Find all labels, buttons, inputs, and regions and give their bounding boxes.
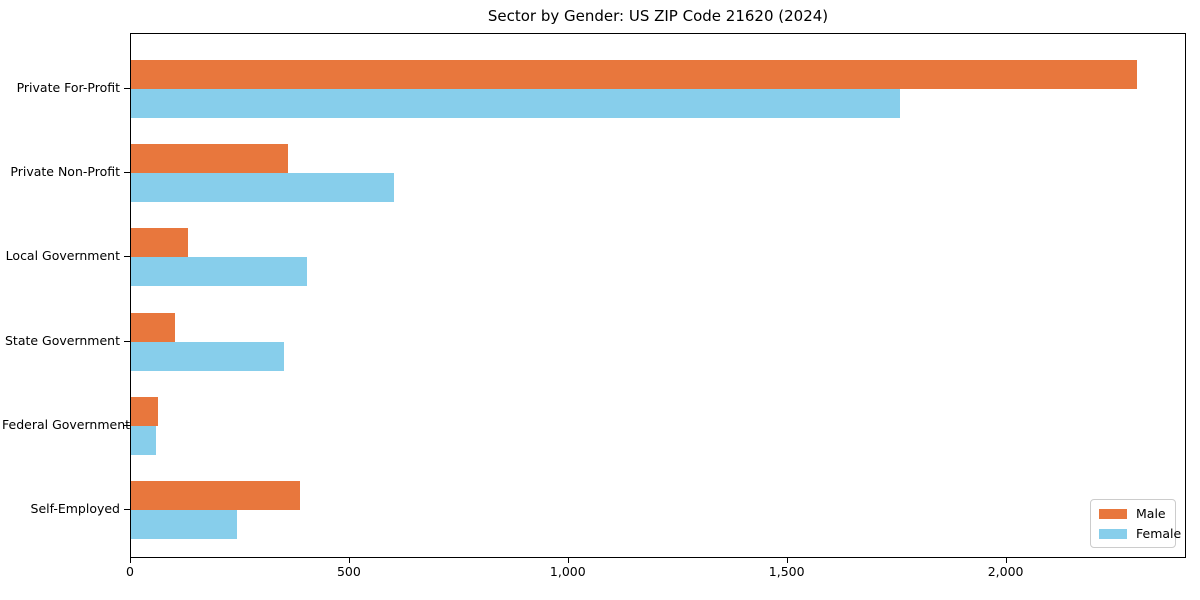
bar-female-1	[131, 89, 900, 118]
x-axis-tick	[1005, 558, 1007, 563]
legend-label-male: Male	[1136, 506, 1166, 521]
plot-area: Male Female	[130, 33, 1186, 558]
y-axis-tick	[124, 256, 130, 258]
bar-female-5	[131, 425, 156, 455]
legend: Male Female	[1090, 499, 1181, 548]
bar-male-6	[131, 481, 300, 510]
bar-male-1	[131, 60, 1137, 89]
bar-female-6	[131, 510, 237, 539]
x-tick-label: 1,000	[549, 564, 586, 579]
category-label: Private For-Profit	[16, 80, 120, 95]
male-swatch-icon	[1099, 508, 1127, 519]
x-tick-label: 2,000	[987, 564, 1024, 579]
category-label: Private Non-Profit	[10, 164, 120, 180]
y-axis-tick	[124, 340, 130, 342]
bar-female-3	[131, 257, 307, 287]
bar-male-2	[131, 144, 288, 174]
category-label: State Government	[4, 332, 120, 348]
y-axis-tick	[124, 424, 130, 426]
legend-entry-female: Female	[1099, 527, 1181, 540]
x-axis-tick	[348, 558, 350, 563]
y-axis-tick	[124, 88, 130, 89]
x-tick-label: 0	[126, 564, 134, 579]
legend-label-female: Female	[1136, 526, 1182, 541]
bar-female-2	[131, 173, 394, 203]
bar-male-5	[131, 396, 158, 426]
bar-male-4	[131, 312, 175, 342]
bar-female-4	[131, 341, 284, 371]
chart-title: Sector by Gender: US ZIP Code 21620 (202…	[487, 7, 829, 25]
x-axis-tick	[786, 558, 788, 563]
legend-entry-male: Male	[1099, 507, 1166, 520]
x-tick-label: 1,500	[768, 564, 805, 579]
bar-male-3	[131, 228, 188, 258]
category-label: Federal Government	[2, 416, 131, 432]
category-label: Self-Employed	[30, 501, 120, 516]
female-swatch-icon	[1099, 528, 1127, 539]
x-tick-label: 500	[336, 564, 361, 579]
x-axis-tick	[567, 558, 569, 563]
x-axis-tick	[130, 558, 131, 563]
category-label: Local Government	[5, 248, 120, 264]
y-axis-tick	[124, 509, 130, 510]
y-axis-tick	[124, 172, 130, 174]
